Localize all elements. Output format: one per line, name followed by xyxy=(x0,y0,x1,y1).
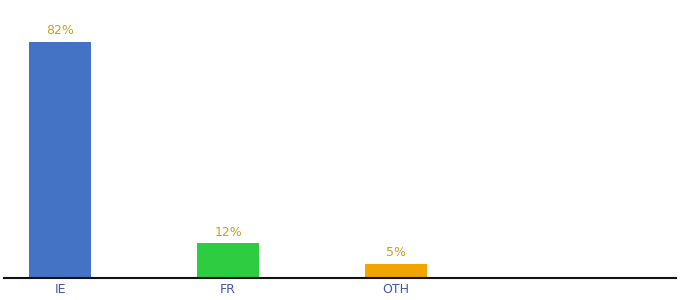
Text: 12%: 12% xyxy=(214,226,242,239)
Text: 82%: 82% xyxy=(46,24,74,37)
Bar xyxy=(365,264,427,278)
Bar xyxy=(197,243,259,278)
Bar xyxy=(29,42,91,278)
Text: 5%: 5% xyxy=(386,246,406,259)
